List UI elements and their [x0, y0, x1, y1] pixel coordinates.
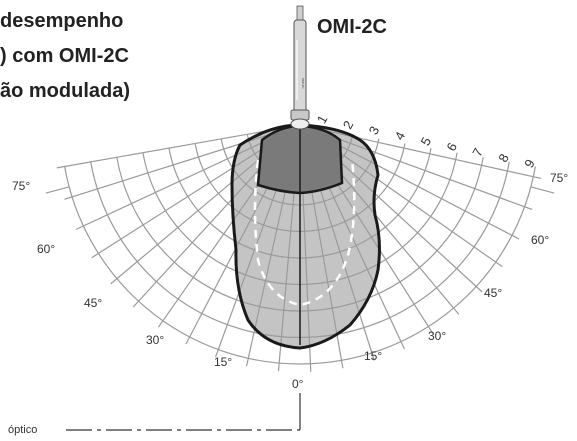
- ring-label-3: 3: [366, 124, 383, 137]
- ring-label-9: 9: [521, 157, 538, 170]
- omi-2c-probe: OMI-2C: [290, 5, 310, 130]
- grid-radial: [325, 133, 533, 211]
- ring-label-8: 8: [495, 151, 512, 164]
- angle-label-right-30: 30°: [428, 329, 446, 343]
- grid-radial: [326, 130, 542, 180]
- ring-label-6: 6: [443, 140, 460, 153]
- angle-label-left-30: 30°: [146, 333, 164, 347]
- grid-radial: [323, 136, 520, 240]
- ring-label-4: 4: [392, 129, 409, 142]
- title-line-3: ão modulada): [0, 80, 131, 102]
- grid-radial: [321, 139, 503, 268]
- grid-radial: [132, 144, 283, 308]
- angle-labels: 75° 60° 45° 30° 15° 75° 60° 45° 30° 15° …: [12, 171, 568, 391]
- optical-axis-label: óptico: [8, 424, 38, 436]
- angle-label-right-45: 45°: [484, 286, 502, 300]
- ring-label-2: 2: [340, 118, 357, 131]
- title-line-2: com OMI-2C: [12, 45, 129, 67]
- outer-zone-outline: [230, 123, 381, 350]
- title-line-2-prefix: ): [0, 45, 7, 67]
- grid-radial: [56, 129, 274, 169]
- grid-radial: [319, 142, 483, 293]
- angle-label-left-75: 75°: [12, 179, 30, 193]
- grid-arc: [64, 166, 536, 365]
- grid-radial: [75, 135, 276, 230]
- angle-label-left-45: 45°: [84, 296, 102, 310]
- angle-label-right-75: 75°: [550, 171, 568, 185]
- grid-radial: [110, 141, 280, 285]
- title-line-1: desempenho: [0, 10, 124, 32]
- grid-radial: [91, 139, 278, 259]
- ring-label-5: 5: [417, 135, 434, 148]
- angle-label-right-60: 60°: [531, 233, 549, 247]
- grid-radial-extension: [530, 186, 555, 194]
- probe-model-text: OMI-2C: [301, 78, 305, 89]
- ring-label-7: 7: [469, 146, 486, 159]
- angle-label-left-15: 15°: [214, 355, 232, 369]
- optical-centre-line: [66, 393, 301, 431]
- angle-label-left-60: 60°: [37, 242, 55, 256]
- grid-radial-extension: [45, 186, 70, 194]
- angle-label-center-0: 0°: [292, 377, 304, 391]
- angle-label-right-15: 15°: [364, 349, 382, 363]
- ring-label-1: 1: [314, 113, 331, 126]
- title-line-2-row: ) com OMI-2C: [0, 45, 129, 67]
- probe-label: OMI-2C: [317, 16, 387, 38]
- dashed-boundary: [253, 159, 356, 307]
